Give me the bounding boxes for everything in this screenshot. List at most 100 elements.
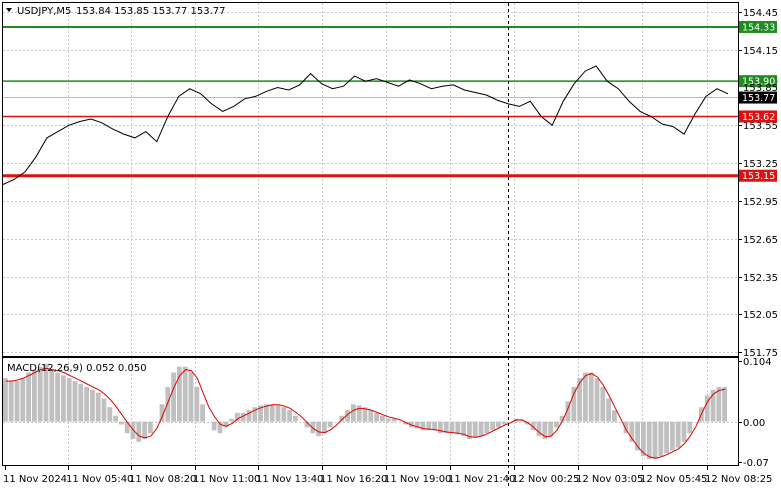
macd-bar [304,421,310,428]
macd-bar [95,392,101,422]
current-price-tag [739,91,777,104]
macd-bar [542,421,548,439]
price-tick-label: 152.65 [743,235,778,246]
macd-bar [391,418,397,422]
macd-bar [264,404,269,422]
price-line-layer [2,65,729,185]
macd-bar [258,405,263,422]
macd-bar [240,412,246,422]
macd-bar [548,421,553,437]
macd-bar [496,421,501,428]
macd-bar [119,421,124,425]
macd-histogram-layer [3,363,727,460]
macd-bar [32,369,37,422]
macd-bar [658,421,664,457]
macd-bar [61,375,66,422]
macd-bar [461,421,466,437]
macd-bar [484,421,490,434]
time-tick-label: 11 Nov 08:20 [129,474,196,485]
price-series-line [2,65,729,185]
macd-bar [90,389,95,422]
time-tick-label: 11 Nov 13:40 [256,474,323,485]
macd-bar [8,381,14,422]
macd-signal-layer [5,367,726,459]
dropdown-triangle-icon[interactable] [6,8,12,12]
macd-bar [687,421,693,434]
macd-bar [432,421,437,431]
macd-bar [629,421,635,442]
price-tick-label: 153.55 [743,121,778,132]
macd-bar [14,381,20,422]
current-price-text: 153.77 [742,93,775,104]
macd-tick-label: -0.07 [743,458,769,469]
macd-bar [565,401,571,422]
macd-bar [722,386,727,422]
macd-bar [426,421,432,431]
macd-bar [600,386,606,422]
macd-bar [66,378,72,422]
macd-bar [124,421,130,434]
macd-bar [664,421,669,454]
macd-bar [414,421,420,429]
macd-bar [588,372,594,422]
macd-bar [171,372,176,422]
macd-bar [455,421,461,435]
time-tick-label: 11 Nov 05:40 [66,474,133,485]
macd-bar [380,415,385,422]
macd-bar [345,410,350,422]
macd-bar [536,421,542,437]
price-tick-label: 154.45 [743,8,778,19]
level-tag-text: 153.15 [742,171,775,182]
macd-bar [78,384,84,422]
macd-bar [235,412,240,422]
macd-bar [200,404,205,422]
macd-bar [136,421,142,442]
macd-bar [107,407,113,422]
macd-bar [438,421,443,434]
time-tick-label: 11 Nov 11:00 [193,474,260,485]
time-tick-label: 12 Nov 05:45 [640,474,707,485]
macd-bar [142,421,147,439]
macd-bar [177,366,182,422]
time-tick-label: 11 Nov 2024 [3,474,67,485]
price-tick-label: 152.05 [743,310,778,321]
macd-bar [670,421,675,451]
macd-bar [339,415,345,422]
macd-bar [55,372,60,422]
macd-bar [165,386,171,422]
macd-bar [211,421,217,431]
macd-bar [351,404,356,422]
level-tag-153.62 [739,110,777,123]
level-tag-text: 153.90 [742,77,775,88]
symbol-label: USDJPY,M5 [17,6,71,17]
macd-bar [374,412,379,422]
macd-bar [612,410,617,422]
macd-bar [113,415,118,422]
macd-bar [217,421,223,434]
macd-tick-label: 0.104 [743,357,772,368]
level-tag-153.15 [739,169,777,182]
price-tick-label: 152.95 [743,197,778,208]
macd-bar [530,421,536,431]
macd-label: MACD(12,26,9) 0.052 0.050 [7,363,147,374]
macd-bar [501,421,507,425]
macd-bar [20,378,26,422]
level-tag-text: 153.62 [742,112,775,123]
macd-bar [84,386,89,422]
macd-bar [356,405,362,422]
time-tick-label: 12 Nov 03:05 [576,474,643,485]
macd-bar [519,419,524,422]
macd-bar [49,369,55,422]
macd-signal-line [5,367,726,459]
macd-bar [646,421,652,460]
macd-bar [148,421,153,434]
ohlc-values: 153.84 153.85 153.77 153.77 [76,6,226,17]
price-tick-label: 151.75 [743,348,778,359]
time-tick-label: 11 Nov 19:00 [384,474,451,485]
time-tick-label: 12 Nov 00:25 [512,474,579,485]
macd-bar [623,421,629,434]
macd-bar [188,372,194,422]
level-tag-154.33 [739,20,777,33]
macd-bar [577,378,582,422]
